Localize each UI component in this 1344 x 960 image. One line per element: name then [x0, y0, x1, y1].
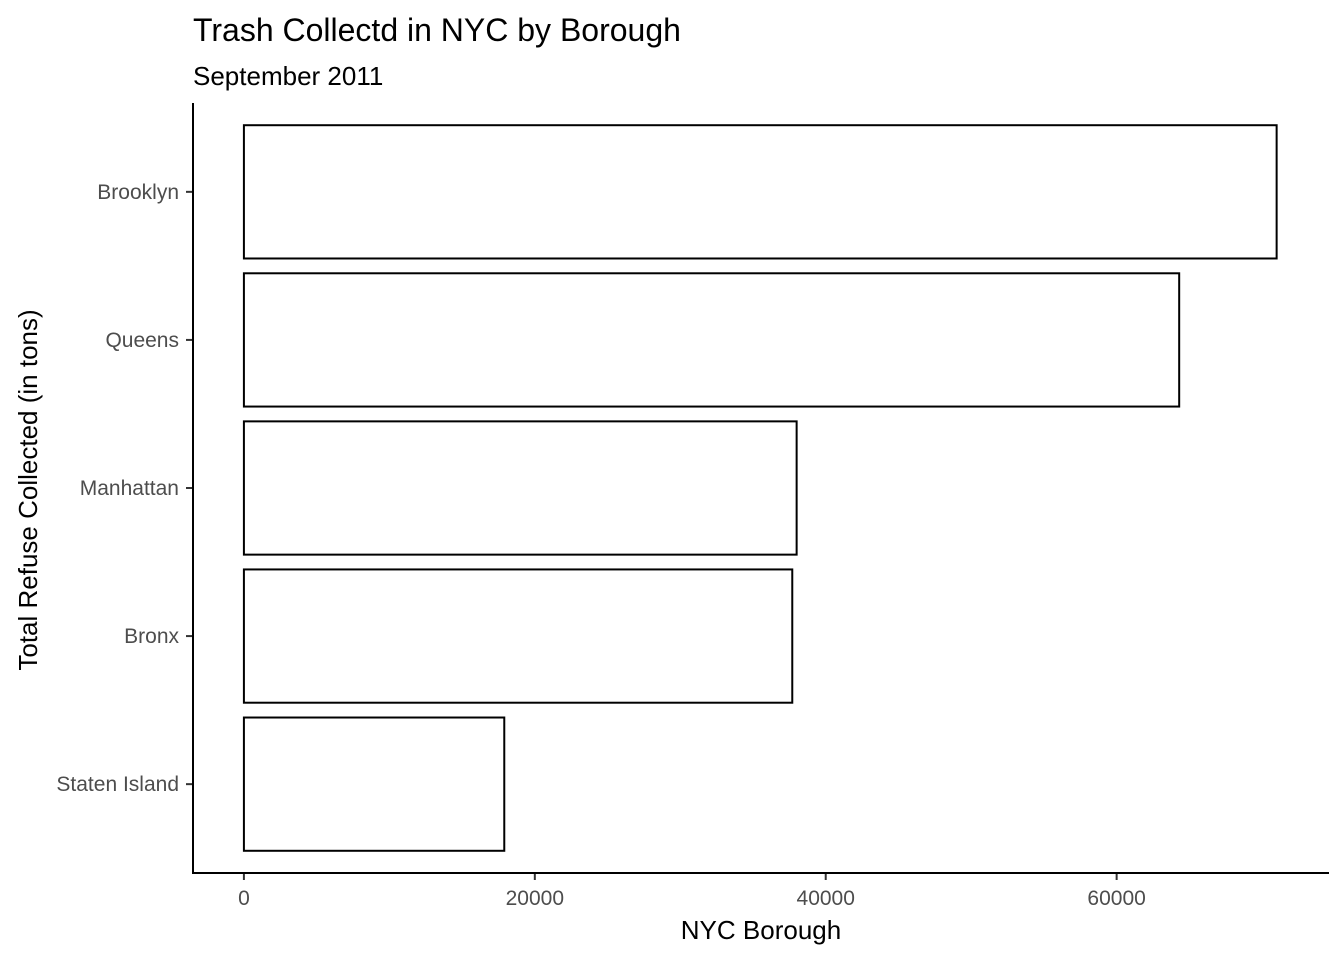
y-tick-label: Brooklyn	[97, 181, 179, 204]
x-tick-label: 0	[238, 887, 250, 910]
bar-brooklyn	[242, 124, 1278, 260]
chart-title: Trash Collectd in NYC by Borough	[193, 12, 681, 48]
bar-staten-island	[242, 716, 506, 852]
y-tick-label: Bronx	[124, 625, 179, 648]
bar-bronx	[242, 568, 794, 704]
y-tick-label: Staten Island	[56, 773, 179, 796]
x-tick-label: 40000	[797, 887, 855, 910]
x-axis-ticks: 0 20000 40000 60000	[238, 873, 1146, 910]
x-axis-title: NYC Borough	[681, 915, 841, 945]
y-axis-ticks: Brooklyn Queens Manhattan Bronx Staten Islan…	[56, 181, 193, 796]
bars-layer	[242, 124, 1278, 852]
bar-manhattan	[242, 420, 798, 556]
y-tick-label: Queens	[105, 329, 179, 352]
x-tick-label: 60000	[1087, 887, 1145, 910]
bar-queens	[242, 272, 1181, 408]
chart-subtitle: September 2011	[193, 61, 383, 91]
y-tick-label: Manhattan	[80, 477, 179, 500]
x-tick-label: 20000	[506, 887, 564, 910]
y-axis-title: Total Refuse Collected (in tons)	[13, 309, 43, 670]
